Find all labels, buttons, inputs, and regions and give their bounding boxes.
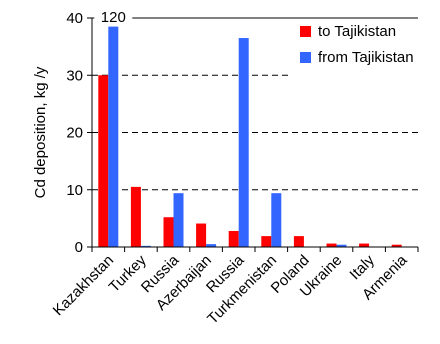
legend-label-1: from Tajikistan (318, 49, 414, 66)
bar-to-2 (163, 217, 174, 247)
y-tick-label-40: 40 (66, 10, 83, 27)
y-tick-label-10: 10 (66, 182, 83, 199)
legend-swatch-0 (300, 26, 311, 37)
bar-to-8 (359, 243, 370, 247)
y-axis-label: Cd deposition, kg /y (32, 66, 49, 198)
y-tick-label-0: 0 (75, 239, 83, 256)
bars (98, 26, 402, 248)
bar-to-3 (196, 223, 207, 247)
bar-from-2 (173, 193, 184, 247)
bar-to-7 (326, 243, 337, 247)
legend-swatch-1 (300, 52, 311, 63)
bar-from-5 (271, 193, 282, 247)
bar-from-1 (140, 245, 151, 247)
bar-to-9 (391, 244, 402, 247)
legend-label-0: to Tajikistan (318, 23, 396, 40)
y-tick-labels: 0 10 20 30 40 (66, 10, 83, 256)
x-category-labels: KazakhstanTurkeyRussiaAzerbaijanRussiaTu… (50, 251, 411, 327)
bar-to-6 (293, 236, 304, 247)
gridlines (92, 17, 418, 191)
y-tick-label-20: 20 (66, 125, 83, 142)
off-scale-annotation: 120 (101, 9, 126, 26)
bar-from-4 (238, 38, 249, 247)
legend: to Tajikistan from Tajikistan (292, 22, 418, 84)
bar-from-7 (336, 244, 347, 247)
bar-to-1 (130, 186, 141, 247)
legend-background (292, 22, 418, 84)
annotation-background (94, 6, 133, 24)
bar-to-5 (261, 236, 272, 247)
bar-from-3 (206, 244, 217, 247)
axes (87, 17, 419, 252)
bar-to-4 (228, 230, 239, 247)
bar-to-0 (98, 75, 109, 247)
bar-from-0 (108, 26, 119, 248)
y-tick-label-30: 30 (66, 67, 83, 84)
